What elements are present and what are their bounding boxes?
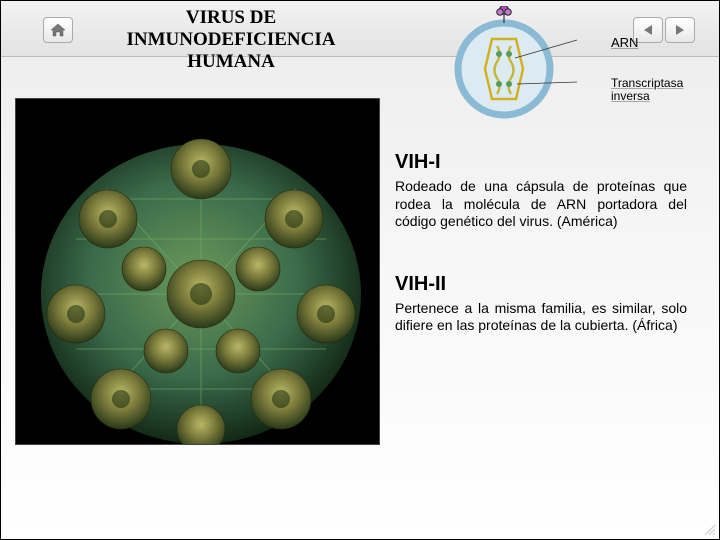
text-column: VIH-I Rodeado de una cápsula de proteína…: [395, 151, 687, 377]
home-button[interactable]: [43, 17, 73, 43]
section-2-heading: VIH-II: [395, 273, 687, 296]
home-icon: [50, 23, 66, 37]
virus-schematic-diagram: [409, 4, 599, 134]
micrograph-svg: [16, 99, 380, 445]
triangle-right-icon: [675, 24, 685, 36]
section-1-heading: VIH-I: [395, 151, 687, 174]
label-transcriptasa: Transcriptasa inversa: [611, 77, 711, 103]
next-button[interactable]: [665, 17, 695, 43]
label-arn: ARN: [611, 35, 638, 50]
triangle-left-icon: [643, 24, 653, 36]
nav-buttons: [633, 17, 695, 43]
title-area: VIRUS DE INMUNODEFICIENCIA HUMANA: [91, 7, 371, 73]
section-1-body: Rodeado de una cápsula de proteínas que …: [395, 178, 687, 231]
resize-handle-icon: [702, 522, 716, 536]
page-title: VIRUS DE INMUNODEFICIENCIA HUMANA: [91, 7, 371, 73]
schematic-svg: [429, 6, 579, 132]
section-2-body: Pertenece a la misma familia, es similar…: [395, 300, 687, 335]
virus-micrograph: [15, 98, 380, 445]
